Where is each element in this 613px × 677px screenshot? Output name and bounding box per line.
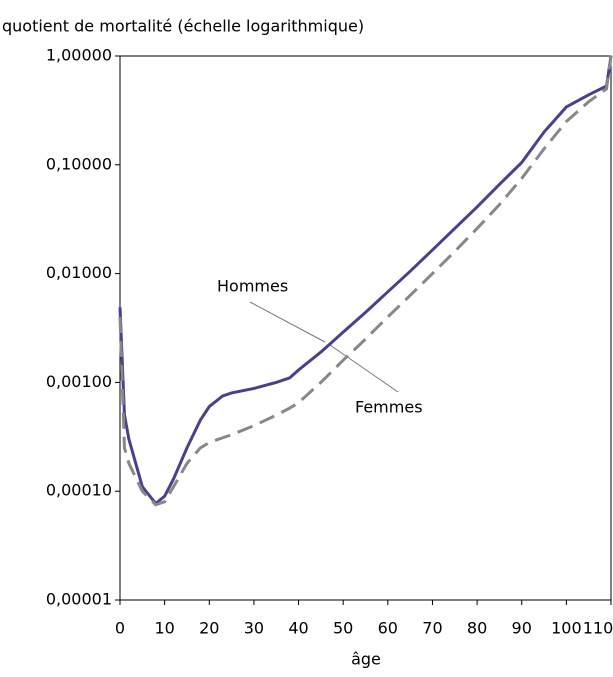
x-axis-title: âge xyxy=(351,650,381,669)
x-tick-label: 100 xyxy=(551,619,582,638)
leader-line xyxy=(249,301,326,343)
y-tick-label: 0,00100 xyxy=(46,372,112,391)
legend-label: Hommes xyxy=(217,277,288,296)
y-tick-label: 1,00000 xyxy=(46,46,112,65)
x-tick-label: 50 xyxy=(333,619,353,638)
x-tick-label: 0 xyxy=(115,619,125,638)
x-tick-label: 80 xyxy=(467,619,487,638)
plot-frame xyxy=(119,55,612,601)
line-series xyxy=(118,55,613,506)
leader-line xyxy=(329,344,399,393)
y-tick-label: 0,00001 xyxy=(46,590,112,609)
y-tick-label: 0,10000 xyxy=(46,154,112,173)
x-tick-label: 20 xyxy=(199,619,219,638)
x-tick-label: 110 xyxy=(583,619,613,638)
y-tick-label: 0,00010 xyxy=(46,481,112,500)
x-tick-label: 60 xyxy=(378,619,398,638)
x-tick-label: 40 xyxy=(288,619,308,638)
y-tick-label: 0,01000 xyxy=(46,263,112,282)
line-series xyxy=(118,55,613,507)
y-axis-title: quotient de mortalité (échelle logarithm… xyxy=(2,17,364,36)
legend-label: Femmes xyxy=(355,398,423,417)
x-tick-label: 90 xyxy=(512,619,532,638)
x-tick-label: 30 xyxy=(244,619,264,638)
x-tick-label: 70 xyxy=(422,619,442,638)
x-tick-label: 10 xyxy=(154,619,174,638)
